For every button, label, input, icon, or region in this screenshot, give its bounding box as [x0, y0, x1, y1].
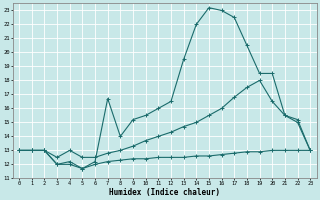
X-axis label: Humidex (Indice chaleur): Humidex (Indice chaleur): [109, 188, 220, 197]
